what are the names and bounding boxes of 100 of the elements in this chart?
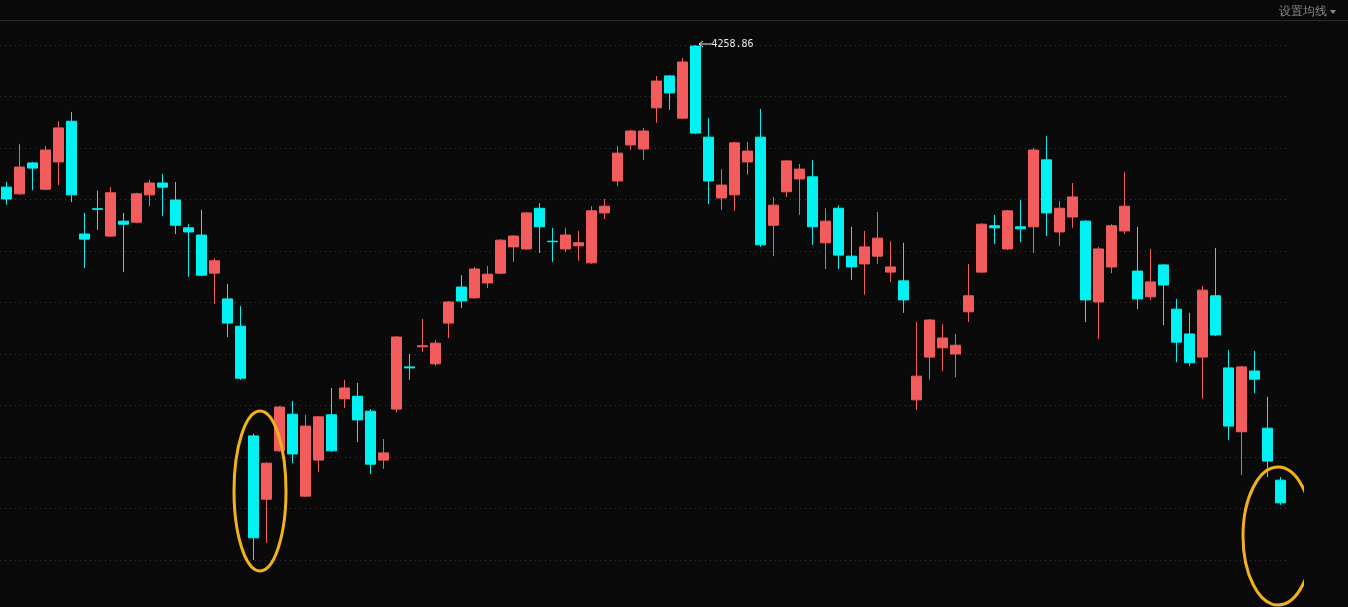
candlestick [352,382,363,443]
candlestick [482,265,493,289]
candlestick [885,240,896,283]
candlestick [625,129,636,151]
candlestick [1041,135,1052,237]
candlestick [820,207,831,270]
candlestick [105,186,116,238]
candlestick [183,223,194,278]
candlestick [1210,247,1221,337]
candlestick [586,205,597,265]
candlestick [92,190,103,231]
candlestick [1171,298,1182,363]
candlestick [378,438,389,470]
candlestick [963,263,974,323]
candlestick [560,227,571,253]
candlestick [365,408,376,475]
candlestick [651,75,662,124]
candlestick [976,222,987,274]
candlestick [1275,476,1286,506]
candlestick [573,230,584,262]
candlestick [1106,223,1117,274]
candlestick [391,335,402,413]
candlestick [846,226,857,281]
candlestick [118,212,129,273]
candlestick [131,192,142,224]
candlestick [690,44,701,135]
candlestick [40,145,51,191]
candlestick [729,141,740,212]
candlestick [404,353,415,381]
candlestick [248,433,259,561]
candlestick [807,159,818,246]
candlestick [1067,182,1078,229]
candlestick [495,238,506,275]
candlestick [209,257,220,305]
candlestick [339,379,350,409]
candlestick [261,461,272,544]
candlestick [664,74,675,111]
candlestick [417,318,428,353]
candlestick [1002,209,1013,251]
candlestick [14,143,25,196]
candlestick [638,127,649,161]
candlestick [1,181,12,206]
candlestick [742,141,753,176]
candlestick [1184,312,1195,367]
candlestick [508,234,519,263]
candlestick [534,202,545,254]
candlestick [1223,349,1234,441]
candlestick [768,196,779,257]
candlestick [326,387,337,453]
candlestick [872,211,883,265]
candlestick [53,120,64,186]
candlestick [703,117,714,205]
candlestick [833,204,844,270]
candlestick [521,211,532,251]
candlestick [1158,263,1169,326]
candlestick [1080,219,1091,323]
candlestick [898,242,909,314]
candlestick [924,318,935,381]
candlestick [937,323,948,372]
candlestick [612,145,623,187]
candlestick [716,168,727,211]
candlestick [1249,350,1260,394]
annotation: 4258.86 [711,38,754,49]
candlestick [1054,200,1065,247]
candlestick [950,333,961,378]
candlestick [196,209,207,277]
candlestick [599,198,610,220]
candlestick [170,181,181,235]
candlestick [1093,246,1104,340]
candlestick [1015,199,1026,243]
candlestick [157,173,168,217]
candlestick [781,159,792,198]
candlestick [469,266,480,300]
candlestick [1132,226,1143,310]
candlestick [1119,171,1130,235]
candlestick [66,111,77,203]
candlestick [794,163,805,216]
text: 设置均线 [1279,4,1327,18]
candlestick [235,305,246,381]
candlestick [677,57,688,120]
candlestick [456,274,467,309]
candlestick [1145,248,1156,301]
candlestick [27,161,38,191]
candlestick [547,227,558,263]
candlestick [144,179,155,207]
candlestick [222,283,233,338]
candlestick [313,415,324,473]
candlestick [989,214,1000,245]
candlestick [1236,365,1247,476]
candlestick [1028,147,1039,254]
candlestick [755,108,766,248]
candlestick [1197,285,1208,400]
candlestick [443,300,454,339]
candlestick [911,321,922,411]
candlestick [287,400,298,464]
candlestick [859,230,870,296]
candlestick [1262,396,1273,478]
candlestick [79,212,90,269]
candlestick [300,414,311,498]
candlestick [430,339,441,367]
